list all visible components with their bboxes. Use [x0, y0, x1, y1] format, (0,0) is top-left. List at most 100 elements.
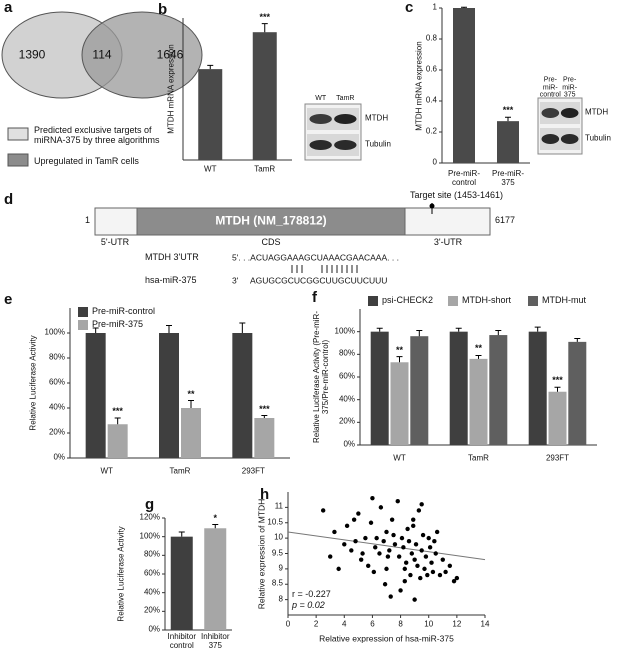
point — [443, 569, 448, 575]
blot-band — [560, 108, 579, 118]
point — [382, 582, 388, 587]
panel-label: d — [4, 190, 14, 208]
error-bar — [114, 417, 121, 425]
point — [412, 557, 417, 562]
point — [368, 520, 374, 525]
y-tick-label: 60% — [48, 377, 65, 387]
error-bar — [207, 64, 214, 70]
point — [392, 542, 398, 547]
y-tick-label: 10 — [274, 532, 283, 542]
y-tick-label: 11 — [274, 501, 283, 511]
bar — [170, 536, 193, 630]
y-tick-label: 9.5 — [271, 548, 283, 558]
bar — [252, 32, 277, 161]
panel-label: a — [4, 0, 13, 16]
point — [396, 554, 402, 559]
legend-swatch — [448, 296, 458, 306]
band-label: MTDH — [365, 113, 389, 123]
point — [395, 499, 400, 504]
point — [356, 511, 361, 516]
y-tick-label: 0.4 — [425, 95, 437, 105]
point — [405, 526, 410, 532]
x-tick-label: 4 — [342, 619, 347, 629]
x-tick-label: TamR — [169, 466, 191, 476]
y-tick-label: 120% — [139, 512, 160, 522]
x-tick-label: WT — [204, 164, 217, 174]
blot-band — [560, 134, 579, 144]
point — [391, 532, 396, 538]
sequence-label: MTDH 3'UTR — [145, 252, 199, 263]
blot-strip — [540, 128, 580, 150]
point — [328, 554, 333, 559]
panel-label: f — [312, 288, 317, 306]
y-tick-label: 0% — [343, 439, 355, 449]
sequence: AGUGCGCUCGGCUUGCUUCUUU — [250, 275, 388, 286]
region-label: CDS — [261, 237, 281, 248]
point — [373, 545, 378, 550]
y-tick-label: 80% — [48, 352, 65, 362]
error-bar — [92, 327, 99, 333]
point — [426, 535, 431, 541]
target-site: Target site (1453-1461) — [410, 190, 504, 201]
point — [404, 560, 409, 565]
region-label: 3'-UTR — [433, 237, 463, 248]
panel-label: e — [4, 290, 13, 308]
blot-band — [309, 140, 332, 150]
cds — [136, 207, 406, 236]
point — [377, 551, 382, 556]
point — [389, 517, 395, 522]
lane-label: WT — [315, 95, 327, 103]
point — [370, 495, 375, 501]
point — [332, 529, 337, 535]
y-axis-label: MTDH mRNA expression — [166, 44, 176, 134]
error-bar — [461, 6, 467, 8]
x-tick-label: TamR — [254, 164, 276, 174]
venn-count: 1646 — [156, 47, 184, 62]
x-tick-label: TamR — [468, 453, 489, 463]
point — [451, 578, 457, 584]
y-axis-label: Relative expression of MTDH — [256, 498, 267, 609]
x-tick-label: Inhibitor control — [167, 632, 196, 650]
point — [429, 560, 434, 565]
bar — [254, 418, 275, 458]
band-label: MTDH — [585, 107, 609, 117]
x-tick-label: 293FT — [545, 453, 570, 463]
significance: *** — [552, 375, 563, 386]
target-dot — [429, 203, 435, 209]
position: 1 — [84, 215, 90, 226]
significance: *** — [259, 11, 271, 22]
bar — [497, 121, 519, 163]
legend-swatch — [368, 296, 378, 306]
point — [437, 572, 443, 578]
point — [384, 566, 389, 572]
y-tick-label: 60% — [143, 568, 160, 578]
y-tick-label: 100% — [44, 327, 65, 337]
y-tick-label: 8.5 — [271, 578, 283, 588]
point — [360, 551, 365, 556]
point — [402, 578, 407, 584]
y-axis-label: MTDH mRNA expression — [414, 40, 424, 131]
legend-swatch — [7, 153, 29, 167]
band-label: Tubulin — [585, 133, 611, 143]
point — [411, 517, 416, 522]
x-tick-label: 8 — [398, 619, 403, 629]
error-bar — [505, 116, 511, 122]
bar — [453, 8, 475, 163]
legend-swatch — [7, 127, 29, 141]
point — [358, 557, 364, 562]
error-bar — [455, 327, 462, 332]
y-tick-label: 40% — [143, 587, 160, 597]
point — [336, 566, 341, 572]
bar — [410, 336, 429, 445]
point — [447, 563, 453, 568]
significance: *** — [259, 403, 270, 414]
point — [411, 523, 416, 529]
point — [342, 542, 347, 547]
blot-band — [334, 140, 357, 150]
blot-strip — [540, 102, 580, 124]
point — [363, 535, 368, 541]
blot-band — [309, 114, 332, 124]
error-bar — [188, 400, 194, 408]
significance: *** — [112, 406, 123, 417]
legend-label: MTDH-short — [462, 295, 511, 306]
